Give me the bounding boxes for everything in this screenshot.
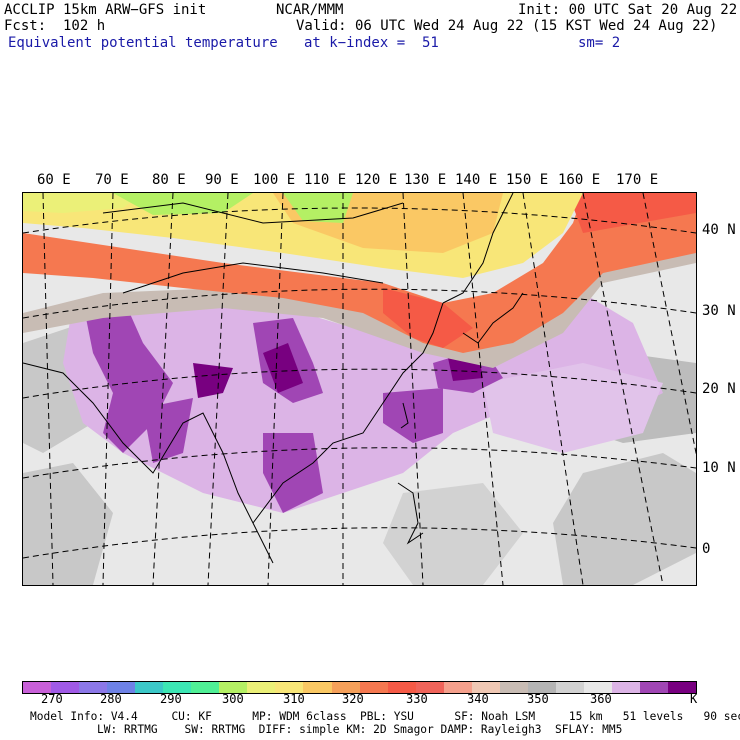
grey-patch: [553, 453, 696, 585]
colorbar-swatch: [51, 682, 80, 693]
lon-label: 90 E: [205, 172, 239, 188]
lon-label: 120 E: [355, 172, 398, 188]
colorbar-swatch: [247, 682, 276, 693]
colorbar-tick: 330: [406, 692, 428, 706]
colorbar-unit: K: [690, 692, 698, 706]
lon-label: 60 E: [37, 172, 71, 188]
lon-label: 170 E: [616, 172, 659, 188]
colorbar-tick: 350: [527, 692, 549, 706]
smoothing-label: sm= 2: [578, 35, 621, 51]
lat-label: 10 N: [702, 460, 736, 476]
purple-core: [263, 433, 323, 513]
lat-label: 20 N: [702, 381, 736, 397]
level-label: at k−index = 51: [304, 35, 439, 51]
colorbar-tick: 280: [100, 692, 122, 706]
init-time: Init: 00 UTC Sat 20 Aug 22: [518, 2, 738, 18]
purple-core: [193, 363, 233, 398]
warm-band: [23, 193, 696, 353]
colorbar-tick: 360: [590, 692, 612, 706]
colorbar-swatch: [640, 682, 669, 693]
lon-label: 130 E: [404, 172, 447, 188]
colorbar-swatch: [359, 682, 388, 693]
model-title: ACCLIP 15km ARW−GFS init: [4, 2, 207, 18]
green-region: [283, 193, 353, 223]
model-info-line1: Model Info: V4.4 CU: KF MP: WDM 6class P…: [30, 710, 740, 723]
lon-label: 140 E: [455, 172, 498, 188]
colorbar-swatch: [415, 682, 444, 693]
colorbar: [22, 681, 697, 694]
org-label: NCAR/MMM: [276, 2, 344, 18]
colorbar-swatch: [583, 682, 612, 693]
purple-core: [383, 388, 443, 443]
green-region: [113, 193, 253, 215]
lat-label: 30 N: [702, 303, 736, 319]
lon-label: 160 E: [558, 172, 601, 188]
colorbar-swatch: [163, 682, 192, 693]
colorbar-swatch: [387, 682, 416, 693]
warm-band-core: [568, 193, 696, 233]
colorbar-swatch: [331, 682, 360, 693]
colorbar-swatch: [135, 682, 164, 693]
lon-label: 110 E: [304, 172, 347, 188]
violet-region: [483, 363, 663, 453]
colorbar-swatch: [555, 682, 584, 693]
model-info-line2: LW: RRTMG SW: RRTMG DIFF: simple KM: 2D …: [97, 723, 623, 736]
lon-label: 150 E: [506, 172, 549, 188]
colorbar-swatch: [275, 682, 304, 693]
colorbar-tick: 310: [283, 692, 305, 706]
lon-label: 70 E: [95, 172, 129, 188]
purple-core: [143, 398, 193, 463]
boundary-belt: [23, 243, 696, 368]
colorbar-swatch: [107, 682, 136, 693]
field-name: Equivalent potential temperature: [8, 35, 278, 51]
forecast-hour: Fcst: 102 h: [4, 18, 106, 34]
colorbar-swatch: [443, 682, 472, 693]
colorbar-swatch: [499, 682, 528, 693]
theta-e-map: [22, 192, 697, 586]
colorbar-swatch: [668, 682, 697, 693]
colorbar-tick: 320: [342, 692, 364, 706]
lon-label: 80 E: [152, 172, 186, 188]
lat-label: 0: [702, 541, 711, 557]
colorbar-swatch: [23, 682, 52, 693]
colorbar-swatch: [79, 682, 108, 693]
colorbar-tick: 300: [222, 692, 244, 706]
colorbar-swatch: [303, 682, 332, 693]
lat-label: 40 N: [702, 222, 736, 238]
warm-band-core: [383, 288, 473, 348]
colorbar-swatch: [471, 682, 500, 693]
grey-patch: [383, 483, 523, 585]
valid-time: Valid: 06 UTC Wed 24 Aug 22 (15 KST Wed …: [296, 18, 718, 34]
graticule: [23, 193, 696, 585]
colorbar-swatch: [527, 682, 556, 693]
colorbar-tick: 270: [41, 692, 63, 706]
colorbar-swatch: [191, 682, 220, 693]
colorbar-tick: 340: [467, 692, 489, 706]
colorbar-swatch: [611, 682, 641, 693]
purple-core: [263, 343, 303, 393]
lon-label: 100 E: [253, 172, 296, 188]
colorbar-swatch: [219, 682, 248, 693]
colorbar-tick: 290: [160, 692, 182, 706]
